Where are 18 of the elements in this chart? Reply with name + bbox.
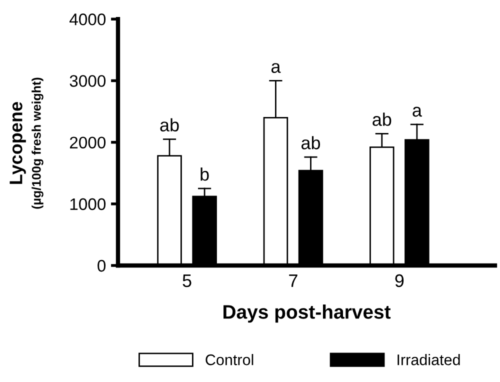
annotation: ab — [301, 136, 320, 150]
x-tick-label: 7 — [289, 274, 298, 287]
y-tick-label: 3000 — [70, 75, 106, 87]
y-axis-title: Lycopene (µg/100g fresh weight) — [10, 78, 44, 209]
y-tick-label: 2000 — [70, 136, 106, 148]
x-axis-title: Days post-harvest — [224, 304, 391, 323]
y-tick-label: 0 — [98, 260, 106, 272]
y-tick-label: 4000 — [70, 14, 106, 26]
annotation: ab — [160, 118, 179, 132]
x-tick-label: 9 — [395, 274, 404, 288]
annotation: ab — [372, 112, 392, 126]
annotation: a — [271, 63, 281, 73]
y-tick-label: 1000 — [70, 198, 106, 210]
annotation: b — [200, 167, 209, 181]
annotation: a — [412, 106, 422, 117]
legend-label: Irradiated — [398, 354, 460, 366]
x-tick-label: 5 — [182, 274, 192, 288]
legend-label: Control — [206, 354, 254, 366]
